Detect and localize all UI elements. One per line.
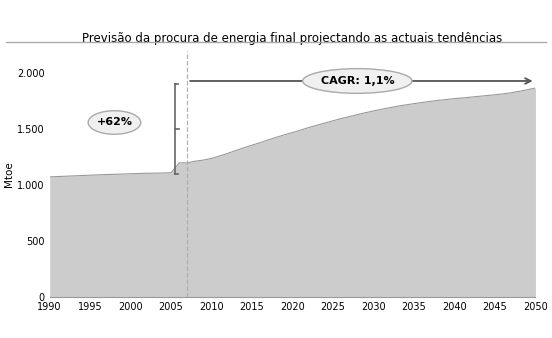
Text: +62%: +62% (97, 118, 132, 127)
Ellipse shape (88, 111, 141, 134)
Ellipse shape (302, 69, 412, 93)
Text: CAGR: 1,1%: CAGR: 1,1% (321, 76, 394, 86)
Y-axis label: Mtoe: Mtoe (4, 161, 14, 187)
Title: Previsão da procura de energia final projectando as actuais tendências: Previsão da procura de energia final pro… (82, 32, 503, 45)
